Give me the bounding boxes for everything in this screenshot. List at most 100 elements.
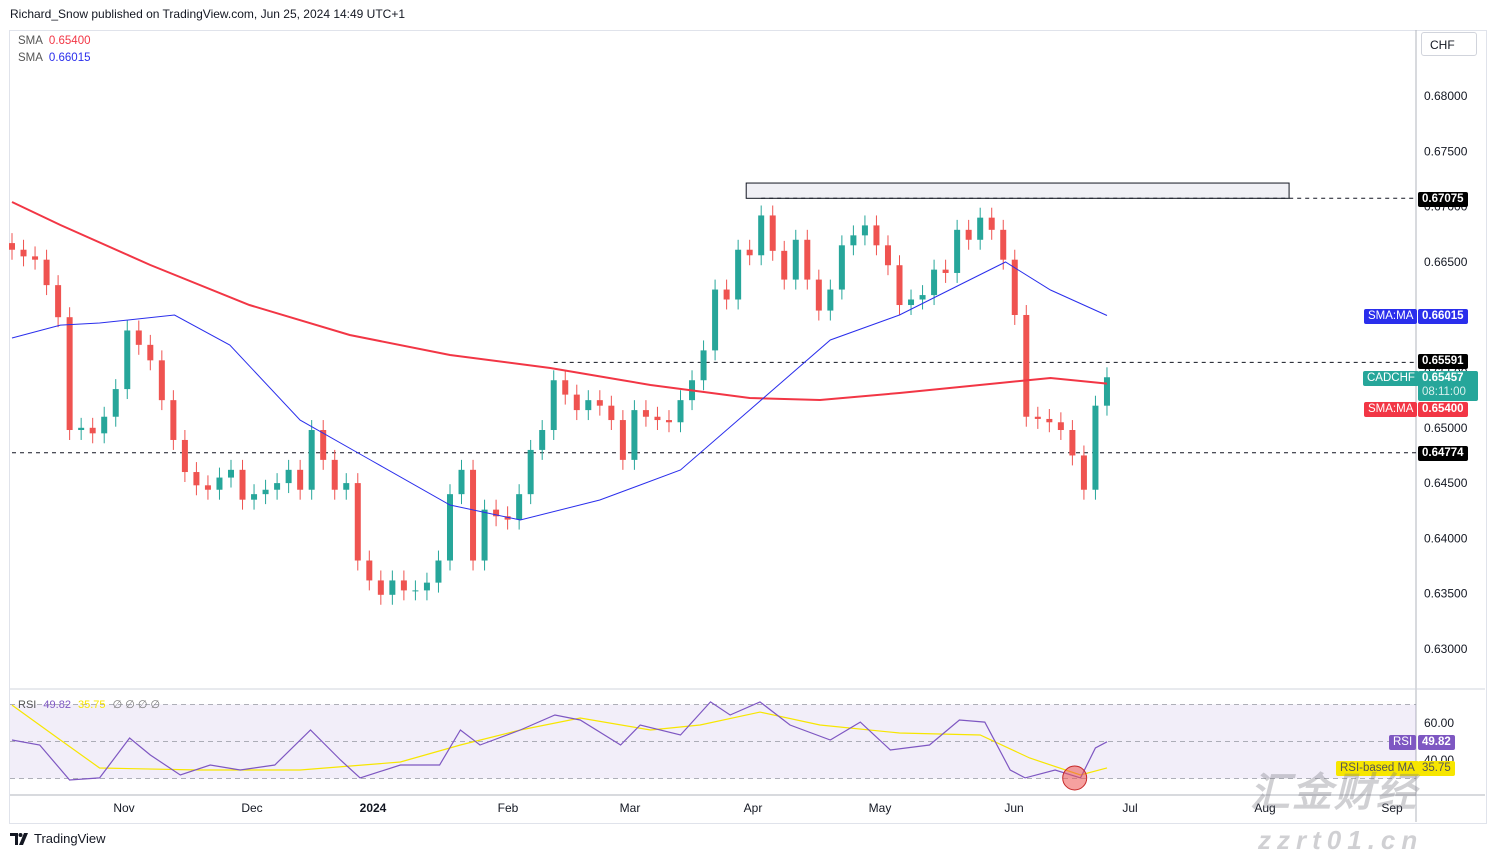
chart-frame [9, 30, 1487, 824]
sma-200-line [11, 201, 1108, 402]
price-tick-label: 0.66500 [1424, 255, 1468, 269]
resistance-zone [745, 182, 1290, 199]
last-price-symbol: CADCHF [1363, 371, 1419, 386]
candle-body [931, 269, 938, 296]
candle-body [642, 410, 649, 417]
candle-body [377, 580, 384, 595]
candle-body [423, 582, 430, 591]
candle-body [320, 430, 327, 460]
candle-body [458, 469, 465, 495]
watermark-url: zzrt01.cn [1258, 825, 1424, 855]
candle-body [331, 459, 338, 490]
candle-body [769, 215, 776, 251]
candle-body [20, 249, 27, 257]
candle-body [308, 430, 315, 490]
candle-body [204, 485, 211, 490]
candle-body [343, 483, 350, 490]
candle-body [942, 269, 949, 273]
candle-body [527, 449, 534, 495]
candle-body [977, 217, 984, 240]
rsi-badge-label: RSI [1389, 735, 1417, 750]
rsi-legend-value: 49.82 [43, 699, 71, 711]
candle-body [412, 590, 419, 592]
candle-body [516, 494, 523, 520]
time-axis-label: Nov [113, 801, 135, 815]
candle-body [631, 410, 638, 460]
legend-value: 0.66015 [48, 52, 91, 64]
watermark: 汇金财经 [1250, 771, 1418, 815]
candle-body [66, 317, 73, 431]
candle-body [158, 360, 165, 401]
price-tick-label: 0.64000 [1424, 531, 1468, 545]
bar-countdown: 08:11:00 [1422, 386, 1466, 398]
legend-sma-50[interactable]: SMA 0.66015 [18, 52, 91, 64]
candle-body [1046, 418, 1053, 423]
candle-body [746, 249, 753, 256]
candle-body [101, 416, 108, 434]
legend-sma-200[interactable]: SMA 0.65400 [18, 35, 91, 47]
candle-body [493, 509, 500, 517]
candle-body [435, 560, 442, 583]
candle-body [804, 239, 811, 280]
candle-body [896, 265, 903, 306]
candle-body [573, 394, 580, 411]
candle-body [700, 350, 707, 381]
candle-body [1023, 314, 1030, 417]
candle-body [147, 344, 154, 361]
time-axis-label: Aug [1254, 801, 1276, 815]
rsi-ma-legend-value: 35.75 [78, 699, 106, 711]
candle-body [274, 483, 281, 490]
candle-body [43, 259, 50, 286]
candle-body [285, 469, 292, 484]
candle-body [1057, 422, 1064, 431]
sma50-badge-label: SMA:MA [1364, 309, 1418, 324]
time-axis-label: Apr [743, 801, 763, 815]
time-axis-label: Jun [1004, 801, 1024, 815]
currency-button[interactable]: CHF [1421, 32, 1477, 56]
candle-body [78, 427, 85, 431]
rsi-legend[interactable]: RSI 49.82 35.75 ∅ ∅ ∅ ∅ [18, 698, 160, 711]
time-axis-label: Feb [497, 801, 519, 815]
price-tick-label: 0.63000 [1424, 642, 1468, 656]
level-badge-65591: 0.65591 [1418, 354, 1468, 369]
rsi-ma-badge-value: 35.75 [1418, 761, 1455, 776]
legend-label: SMA [18, 35, 43, 47]
candle-body [251, 494, 258, 500]
candle-body [919, 295, 926, 300]
candle-body [550, 380, 557, 431]
legend-value: 0.65400 [48, 35, 91, 47]
tradingview-logo-icon [10, 832, 28, 845]
candle-body [1011, 259, 1018, 315]
candle-body [723, 289, 730, 300]
sma50-badge-value: 0.66015 [1418, 309, 1468, 324]
candle-body [965, 229, 972, 240]
tradingview-logo[interactable]: TradingView [10, 831, 106, 846]
sma-50-line [11, 261, 1108, 521]
level-badge-64774: 0.64774 [1418, 446, 1468, 461]
sma200-badge-label: SMA:MA [1364, 402, 1418, 417]
candle-body [1034, 416, 1041, 419]
sma200-badge-value: 0.65400 [1418, 402, 1468, 417]
candle-body [562, 380, 569, 395]
candle-body [988, 217, 995, 230]
candle-body [758, 215, 765, 256]
candle-body [838, 245, 845, 290]
candle-body [1092, 405, 1099, 490]
rsi-ma-line [11, 704, 1108, 776]
candle-body [712, 289, 719, 351]
candle-body [170, 400, 177, 440]
candle-body [608, 405, 615, 421]
candle-body [470, 469, 477, 561]
candle-body [1080, 455, 1087, 490]
rsi-ma-badge-label: RSI-based MA [1336, 761, 1419, 776]
rsi-tick-label: 60.00 [1424, 716, 1454, 730]
candle-body [181, 439, 188, 473]
last-price-badge: 0.65457 08:11:00 [1418, 371, 1478, 401]
candle-body [850, 235, 857, 246]
last-price-value: 0.65457 [1422, 372, 1464, 384]
candle-body [1069, 430, 1076, 456]
candle-body [735, 249, 742, 300]
time-axis-label: May [868, 801, 892, 815]
candle-body [481, 509, 488, 561]
